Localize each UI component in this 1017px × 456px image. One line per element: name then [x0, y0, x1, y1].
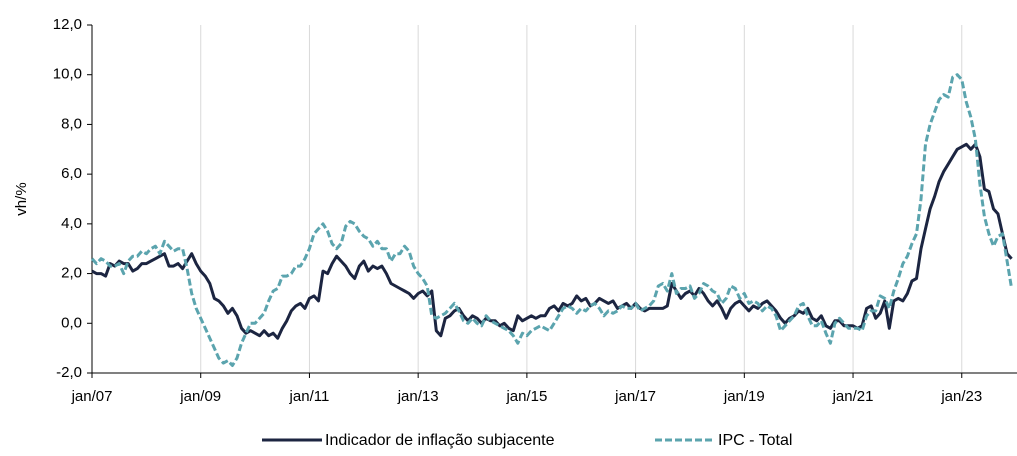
x-tick-label: jan/07 [71, 388, 113, 405]
y-tick-label: 12,0 [53, 16, 82, 33]
y-tick-label: 0,0 [61, 314, 82, 331]
x-tick-label: jan/19 [723, 388, 765, 405]
x-tick-label: jan/23 [940, 388, 982, 405]
y-tick-label: 4,0 [61, 215, 82, 232]
x-tick-label: jan/13 [397, 388, 439, 405]
series-line [91, 142, 1013, 340]
y-tick-label: 10,0 [53, 66, 82, 83]
x-tick-label: jan/11 [289, 388, 330, 405]
x-tick-label: jan/09 [179, 388, 221, 405]
x-tick-label: jan/15 [505, 388, 547, 405]
y-axis-label: vh/% [13, 182, 30, 215]
legend-label: Indicador de inflação subjacente [325, 432, 555, 449]
x-tick-label: jan/17 [614, 388, 656, 405]
series-line [90, 73, 1014, 367]
y-tick-label: -2,0 [56, 364, 82, 381]
y-tick-label: 6,0 [61, 165, 82, 182]
x-tick-label: jan/21 [832, 388, 874, 405]
legend-label: IPC - Total [718, 432, 792, 449]
y-tick-label: 8,0 [61, 115, 82, 132]
y-tick-label: 2,0 [61, 265, 82, 282]
